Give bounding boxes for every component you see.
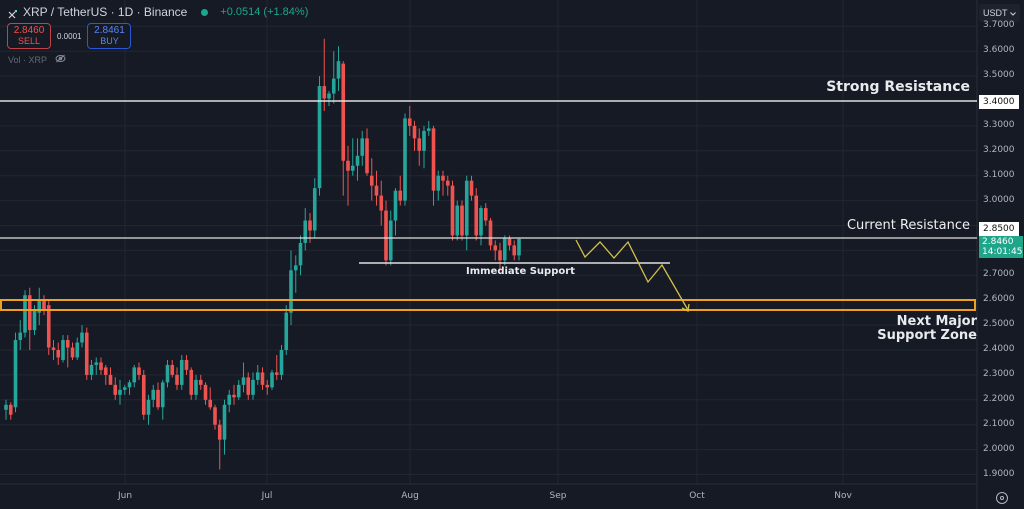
time-axis-label: Jun [117,491,133,501]
price-axis-label: 2.1000 [983,418,1015,429]
sell-label: SELL [17,36,41,46]
price-axis-label: 2.3000 [983,368,1015,379]
symbol-title[interactable]: XRP / TetherUS · 1D · Binance [23,5,188,19]
price-axis-label: 3.3000 [983,119,1015,130]
price-axis-label: 2.6000 [983,294,1015,305]
buy-button[interactable]: 2.8461 BUY [87,23,132,49]
chevron-down-icon [1010,8,1016,18]
last-price-tag: 2.8460 14:01:45 [979,236,1023,258]
price-change: +0.0514 (+1.84%) [220,6,309,18]
spread-value: 0.0001 [57,31,82,41]
support-zone-label: Next Major Support Zone [877,315,977,343]
projection-path [575,239,690,312]
buy-label: BUY [100,36,119,46]
volume-indicator[interactable]: Vol · XRP [8,54,66,65]
strong-resistance-price-tag: 3.4000 [979,95,1019,109]
price-axis-label: 3.1000 [983,169,1015,180]
level-lines [0,100,977,311]
currency-value: USDT [983,8,1008,18]
time-axis-label: Sep [549,491,567,501]
buy-price: 2.8461 [94,25,125,36]
settings-icon[interactable] [996,492,1008,504]
candlestick-series [4,38,521,470]
price-axis-label: 2.5000 [983,319,1015,330]
chart-header: XRP / TetherUS · 1D · Binance +0.0514 (+… [8,5,308,19]
time-axis-label: Oct [689,491,705,501]
sell-price: 2.8460 [13,25,45,36]
time-axis-label: Nov [834,491,852,501]
eye-off-icon[interactable] [55,54,66,65]
price-axis-label: 2.7000 [983,269,1015,280]
last-price-value: 2.8460 [982,237,1014,247]
time-axis-label: Aug [401,491,419,501]
time-axis-label: Jul [261,491,273,501]
currency-selector[interactable]: USDT [979,4,1020,22]
strong-resistance-label: Strong Resistance [826,79,970,95]
price-axis-label: 1.9000 [983,468,1015,479]
immediate-support-label: Immediate Support [466,266,575,277]
price-axis-label: 3.7000 [983,20,1015,31]
current-resistance-label: Current Resistance [846,218,970,233]
price-axis-label: 3.5000 [983,70,1015,81]
support-zone-label-line2: Support Zone [877,328,977,343]
volume-label: Vol · XRP [8,54,48,65]
price-axis-label: 2.2000 [983,393,1015,404]
trade-panel: 2.8460 SELL 0.0001 2.8461 BUY [7,23,132,49]
symbol-logo-icon[interactable] [8,8,18,18]
bar-countdown: 14:01:45 [982,247,1023,257]
price-axis-label: 3.0000 [983,194,1015,205]
grid-lines [0,0,977,484]
support-zone-label-line1: Next Major [896,314,977,329]
sell-button[interactable]: 2.8460 SELL [7,23,51,49]
price-axis-label: 3.6000 [983,45,1015,56]
price-axis-label: 2.0000 [983,443,1015,454]
market-status-icon [201,8,209,16]
price-axis-label: 3.2000 [983,144,1015,155]
price-axis-label: 2.4000 [983,344,1015,354]
current-resistance-price-tag: 2.8500 [979,222,1019,236]
